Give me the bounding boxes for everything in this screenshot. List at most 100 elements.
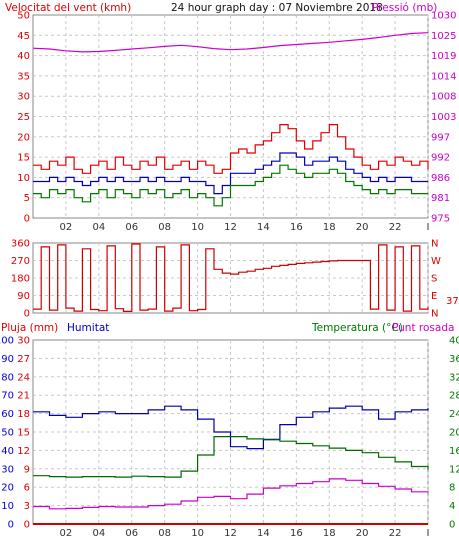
x-tick-label: 10	[191, 222, 204, 233]
x-tick-label: 16	[290, 528, 303, 539]
humidity-y-tick: 80	[1, 372, 14, 383]
temperature-y-tick: 40	[449, 336, 459, 347]
x-tick-label: 04	[92, 528, 105, 539]
rain-y-tick: 9	[24, 464, 30, 475]
temperature-y-tick: 28	[449, 391, 459, 402]
temperature-y-tick: 0	[449, 520, 455, 531]
x-tick-label: 10	[191, 528, 204, 539]
rain-axis-title: Pluja (mm)	[1, 322, 58, 334]
compass-y-tick: E	[431, 291, 437, 302]
x-tick-label: 06	[125, 222, 138, 233]
pressure-y-tick: 992	[431, 153, 450, 164]
humidity-y-tick: 90	[1, 354, 14, 365]
x-tick-label: 18	[323, 528, 336, 539]
direction-y-tick: 180	[11, 274, 30, 285]
x-tick-label: 02	[60, 528, 73, 539]
x-tick-label: 20	[356, 222, 369, 233]
temperature-axis-title: Temperatura (°C)	[311, 322, 403, 334]
x-tick-label: 18	[323, 222, 336, 233]
pressure-axis-title: Pressió (mb)	[372, 2, 437, 14]
temperature-y-tick: 24	[449, 409, 459, 420]
series-wind_gust_low-line	[33, 164, 428, 207]
panel-frame-2	[32, 242, 429, 314]
wind-y-tick: 50	[17, 11, 30, 22]
x-tick-label: 08	[158, 528, 171, 539]
rain-y-tick: 0	[24, 520, 30, 531]
x-tick-label: 12	[224, 222, 237, 233]
rain-y-tick: 27	[17, 354, 30, 365]
graph-title: 24 hour graph day : 07 Noviembre 2018	[171, 2, 383, 14]
direction-y-tick: 270	[11, 256, 30, 267]
temperature-y-tick: 32	[449, 372, 459, 383]
rain-y-tick: 21	[17, 391, 30, 402]
temperature-y-tick: 16	[449, 446, 459, 457]
rain-y-tick: 15	[17, 428, 30, 439]
compass-y-tick: N	[431, 309, 438, 320]
rain-y-tick: 12	[17, 446, 30, 457]
rain-y-tick: 18	[17, 409, 30, 420]
humidity-y-tick: 40	[1, 446, 14, 457]
rain-y-tick: 24	[17, 372, 30, 383]
wind-y-tick: 5	[24, 193, 30, 204]
humidity-y-tick: 20	[1, 483, 14, 494]
humidity-y-tick: 60	[1, 409, 14, 420]
pressure-y-tick: 1014	[431, 71, 456, 82]
wind-y-tick: 30	[17, 92, 30, 103]
pressure-y-tick: 1019	[431, 51, 456, 62]
x-tick-label: 22	[389, 222, 402, 233]
temperature-y-tick: 8	[449, 483, 455, 494]
humidity-axis-title: Humitat	[67, 322, 109, 334]
series-humidity-line	[33, 405, 429, 450]
compass-y-tick: N	[431, 239, 438, 250]
humidity-y-tick: 0	[8, 520, 14, 531]
wind-y-tick: 20	[17, 132, 30, 143]
series-pressure-line	[32, 32, 429, 53]
wind-y-tick: 0	[24, 214, 30, 225]
temperature-y-tick: 4	[449, 501, 455, 512]
direction-y-tick: 90	[17, 291, 30, 302]
humidity-y-tick: 30	[1, 464, 14, 475]
x-tick-label: 22	[389, 528, 402, 539]
rain-y-tick: 3	[24, 501, 30, 512]
wind-y-tick: 25	[17, 112, 30, 123]
x-tick-label: 20	[356, 528, 369, 539]
x-tick-label: 02	[60, 222, 73, 233]
x-tick-label: 08	[158, 222, 171, 233]
wind-y-tick: 45	[17, 31, 30, 42]
humidity-y-tick: 50	[1, 428, 14, 439]
rain-y-tick: 6	[24, 483, 30, 494]
x-tick-label: I	[427, 222, 430, 233]
series-direction-line	[33, 243, 429, 312]
x-tick-label: 04	[92, 222, 105, 233]
series-wind_speed-line	[33, 124, 429, 174]
series-temperature-line	[33, 436, 429, 478]
direction-y-tick: 0	[24, 309, 30, 320]
temperature-y-tick: 12	[449, 464, 459, 475]
x-tick-label: 14	[257, 528, 270, 539]
humidity-y-tick: 10	[1, 501, 14, 512]
wind-y-tick: 35	[17, 71, 30, 82]
pressure-y-tick: 1008	[431, 92, 456, 103]
pressure-y-tick: 997	[431, 132, 450, 143]
x-tick-label: 14	[257, 222, 270, 233]
series-wind_avg-line	[33, 152, 428, 195]
compass-y-tick: W	[431, 256, 441, 267]
x-tick-label: 16	[290, 222, 303, 233]
x-tick-label: 06	[125, 528, 138, 539]
humidity-y-tick: 100	[0, 336, 14, 347]
pressure-y-tick: 1003	[431, 112, 456, 123]
wind-y-tick: 40	[17, 51, 30, 62]
pressure-y-tick: 1030	[431, 11, 456, 22]
pressure-y-tick: 975	[431, 214, 450, 225]
rain-y-tick: 30	[17, 336, 30, 347]
pressure-y-tick: 1025	[431, 31, 456, 42]
direction-annotation: 37	[446, 296, 459, 307]
temperature-y-tick: 36	[449, 354, 459, 365]
humidity-y-tick: 70	[1, 391, 14, 402]
direction-y-tick: 360	[11, 239, 30, 250]
x-tick-label: I	[427, 528, 430, 539]
wind-y-tick: 15	[17, 153, 30, 164]
compass-y-tick: S	[431, 274, 437, 285]
dew-point-axis-title: Punt rosada	[392, 322, 454, 334]
